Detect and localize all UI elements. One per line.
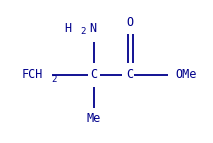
Text: OMe: OMe [175, 68, 196, 82]
Text: C: C [91, 68, 98, 82]
Text: FCH: FCH [22, 68, 43, 82]
Text: C: C [127, 68, 134, 82]
Text: H: H [64, 21, 71, 34]
Text: N: N [89, 21, 96, 34]
Text: O: O [127, 15, 134, 28]
Text: Me: Me [87, 112, 101, 125]
Text: 2: 2 [80, 26, 85, 35]
Text: 2: 2 [51, 76, 56, 85]
